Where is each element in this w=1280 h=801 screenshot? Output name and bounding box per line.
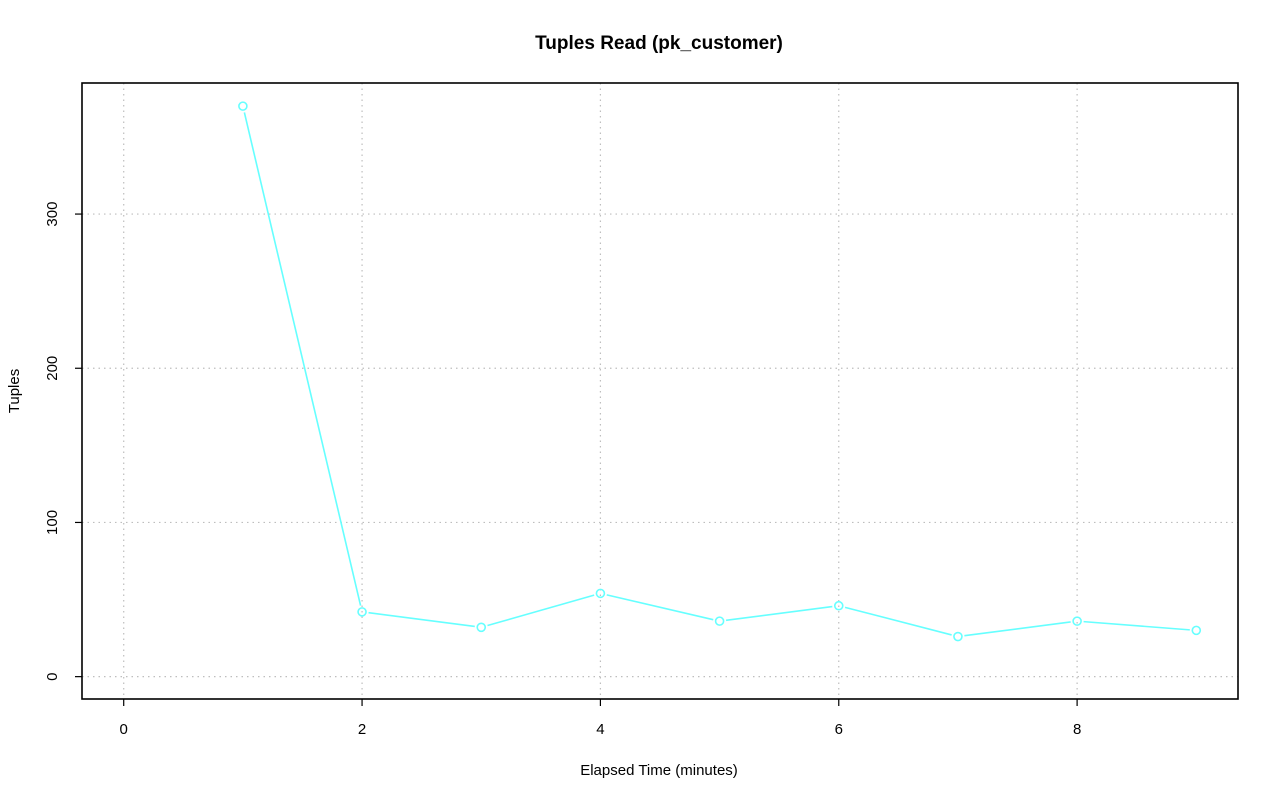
y-tick-label: 100 (44, 510, 61, 535)
x-tick-label: 4 (596, 721, 604, 738)
x-tick-label: 6 (835, 721, 843, 738)
y-tick-label: 0 (44, 672, 61, 680)
data-point (1191, 625, 1202, 636)
series-line-segment (725, 605, 833, 622)
plot-frame (81, 82, 1239, 700)
x-tick-label: 0 (120, 721, 128, 738)
data-point (238, 101, 248, 111)
chart-title: Tuples Read (pk_customer) (535, 33, 783, 54)
y-axis: 0 100 200 300 (44, 202, 82, 681)
data-point (357, 607, 367, 617)
data-point (1072, 616, 1082, 626)
series-layer (238, 101, 1202, 642)
x-tick-label: 8 (1073, 721, 1081, 738)
series-line-segment (964, 621, 1071, 637)
series-line-segment (1083, 620, 1190, 631)
data-point (953, 631, 963, 642)
y-axis-label: Tuples (6, 369, 23, 413)
series-line-segment (368, 611, 475, 628)
y-tick-label: 300 (44, 202, 61, 227)
series-line-segment (243, 112, 362, 606)
data-point (595, 588, 606, 599)
grid-lines (82, 83, 1238, 699)
x-axis-label: Elapsed Time (minutes) (580, 762, 738, 779)
data-point (833, 600, 844, 611)
series-line-segment (487, 594, 595, 627)
data-point (476, 622, 487, 633)
data-point (714, 616, 725, 626)
x-axis: 0 2 4 6 8 (120, 699, 1081, 738)
y-tick-label: 200 (44, 356, 61, 381)
series-line-segment (606, 594, 714, 621)
x-tick-label: 2 (358, 721, 366, 738)
series-line-segment (844, 606, 952, 636)
